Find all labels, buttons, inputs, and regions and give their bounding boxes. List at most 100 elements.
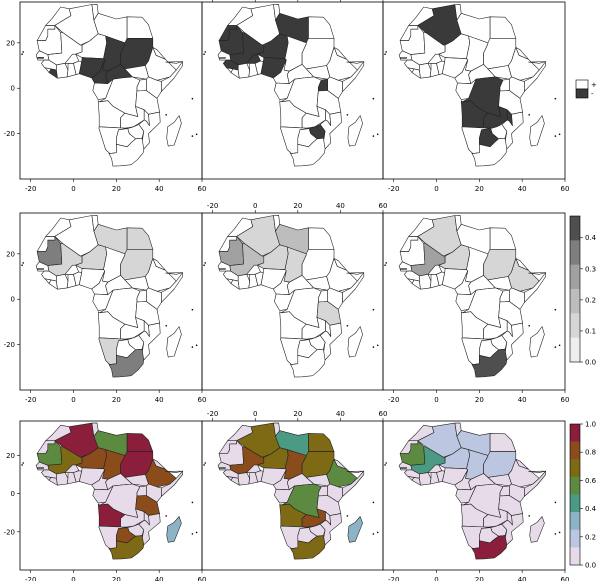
colorbar-segment — [570, 216, 580, 241]
island-marker — [191, 308, 194, 311]
island-marker — [554, 346, 557, 348]
country-madagascar — [347, 516, 363, 543]
country-somalia — [523, 470, 547, 497]
country-cote-d-ivoire — [419, 472, 432, 486]
island-marker — [372, 97, 375, 100]
island-marker — [376, 133, 379, 136]
island-marker — [195, 344, 198, 347]
country-egypt — [126, 433, 154, 452]
island-marker — [204, 262, 206, 264]
country-south-africa — [108, 535, 145, 560]
island-marker — [22, 51, 25, 53]
country-gambia — [219, 268, 226, 270]
x-tick-label: 40 — [518, 576, 527, 581]
island-marker — [528, 515, 530, 517]
country-south-africa — [290, 535, 326, 560]
island-marker — [384, 264, 386, 267]
x-tick-label: -20 — [388, 576, 399, 581]
country-cote-d-ivoire — [237, 62, 250, 79]
x-tick-label: 20 — [475, 185, 484, 193]
x-tick-label: 0 — [253, 410, 257, 418]
colorbar-segment — [570, 313, 580, 338]
island-marker — [554, 135, 557, 137]
map-panel-r2-c1: -20 0 20 40 60 20 0 -20 — [4, 212, 207, 404]
island-marker — [204, 462, 206, 464]
island-marker — [528, 325, 530, 327]
island-marker — [203, 264, 205, 267]
country-somalia — [161, 470, 183, 497]
y-tick-label: -20 — [4, 130, 15, 138]
x-tick-label: -20 — [25, 576, 36, 581]
country-gambia — [219, 57, 226, 59]
island-marker — [21, 464, 23, 466]
x-tick-label: 0 — [434, 396, 438, 404]
island-marker — [372, 533, 375, 535]
legend-swatch-positive — [575, 79, 589, 90]
x-tick-label: 20 — [475, 576, 484, 581]
island-marker — [346, 515, 349, 517]
map-panel-r1-c3: -20 0 20 40 60 — [382, 1, 570, 193]
gray-colorbar: 0.0 0.1 0.2 0.3 0.4 — [569, 215, 597, 367]
map-panel-r2-c3: -20 0 20 40 60 — [382, 212, 569, 404]
colorbar-segment — [570, 424, 580, 442]
island-marker — [558, 531, 561, 534]
colorbar-segment — [570, 240, 580, 265]
x-tick-label: 60 — [198, 396, 207, 404]
island-marker — [554, 533, 557, 535]
x-tick-label: 20 — [293, 202, 302, 210]
island-marker — [191, 533, 194, 535]
x-tick-label: 40 — [155, 576, 164, 581]
y-tick-label: 20 — [6, 250, 15, 258]
y-tick-label: 20 — [6, 452, 15, 460]
island-marker — [346, 325, 349, 327]
x-tick-label: 20 — [112, 396, 121, 404]
island-marker — [203, 464, 205, 466]
island-marker — [558, 344, 561, 347]
country-madagascar — [166, 326, 182, 358]
island-marker — [195, 133, 198, 136]
country-cote-d-ivoire — [237, 273, 250, 290]
panel-frame — [382, 212, 566, 391]
x-tick-label: 40 — [155, 185, 164, 193]
colorbar-tick-label: 0.0 — [585, 359, 596, 367]
island-marker — [384, 53, 386, 55]
island-marker — [191, 135, 194, 137]
colorbar-tick-label: 0.6 — [585, 477, 597, 485]
country-cote-d-ivoire — [56, 62, 69, 79]
x-tick-label: 20 — [112, 185, 121, 193]
x-tick-label: -20 — [388, 185, 399, 193]
colorbar-tick-label: 0.4 — [585, 234, 597, 242]
x-tick-label: -20 — [207, 202, 218, 210]
map-panel-r3-c1: -20 0 20 40 60 20 0 -20 — [4, 420, 206, 581]
colorbar-tick-label: 0.4 — [585, 505, 597, 513]
island-marker — [372, 501, 375, 504]
legend-label-positive: + — [591, 81, 597, 89]
x-tick-label: 20 — [475, 396, 484, 404]
x-tick-label: 20 — [293, 410, 302, 418]
island-marker — [558, 133, 561, 136]
country-gambia — [400, 268, 407, 270]
country-madagascar — [166, 516, 182, 543]
country-madagascar — [347, 115, 363, 147]
y-tick-label: 0 — [11, 490, 15, 498]
island-marker — [191, 501, 194, 504]
country-egypt — [489, 433, 517, 452]
island-marker — [372, 135, 375, 137]
country-egypt — [126, 16, 154, 39]
country-somalia — [342, 470, 365, 497]
country-cote-d-ivoire — [56, 472, 69, 486]
x-tick-label: 60 — [561, 185, 570, 193]
island-marker — [376, 344, 379, 347]
island-marker — [191, 97, 194, 100]
island-marker — [22, 262, 25, 264]
island-marker — [372, 308, 375, 311]
country-madagascar — [529, 326, 545, 358]
colorbar-segment — [570, 529, 580, 548]
x-tick-label: 40 — [518, 185, 527, 193]
island-marker — [203, 53, 205, 55]
colorbar-tick-label: 0.0 — [585, 562, 596, 570]
island-marker — [554, 97, 557, 100]
country-gambia — [37, 57, 44, 59]
island-marker — [554, 308, 557, 311]
